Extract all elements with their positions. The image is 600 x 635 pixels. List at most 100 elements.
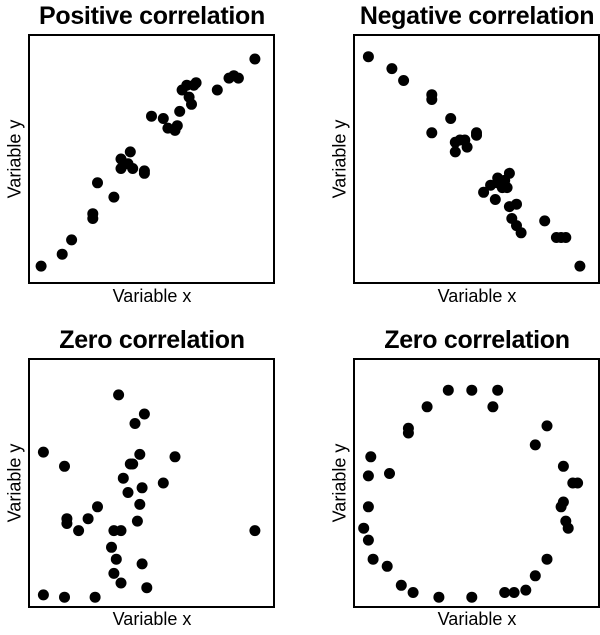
data-point xyxy=(487,401,499,413)
data-point xyxy=(56,248,68,260)
data-point xyxy=(89,591,101,603)
data-point xyxy=(122,487,134,498)
x-axis-label: Variable x xyxy=(437,286,517,306)
data-point xyxy=(520,584,532,596)
data-point xyxy=(466,591,478,603)
data-point xyxy=(499,587,511,598)
data-point xyxy=(471,127,482,139)
scatter-plot xyxy=(37,389,261,603)
data-point xyxy=(386,63,398,75)
data-point xyxy=(127,458,139,470)
data-point xyxy=(557,496,569,508)
data-point xyxy=(92,501,103,513)
data-point xyxy=(106,541,117,553)
data-point xyxy=(489,194,501,205)
data-point xyxy=(169,451,181,463)
data-point xyxy=(124,146,136,158)
data-point xyxy=(115,525,127,537)
data-point xyxy=(129,418,141,429)
data-point xyxy=(134,448,146,460)
data-point xyxy=(157,113,169,124)
data-point xyxy=(190,77,202,89)
data-point xyxy=(87,208,99,220)
data-point xyxy=(362,534,374,546)
data-point xyxy=(492,384,504,396)
data-point xyxy=(37,589,49,601)
data-point xyxy=(211,84,223,96)
x-axis-label: Variable x xyxy=(112,609,192,629)
plot-frame xyxy=(28,358,275,608)
data-point xyxy=(560,232,572,243)
data-point xyxy=(541,553,553,565)
data-point xyxy=(398,75,410,86)
x-axis-label: Variable x xyxy=(112,286,192,306)
data-point xyxy=(442,384,454,396)
chart-title: Negative correlation xyxy=(359,2,595,30)
data-point xyxy=(508,587,520,598)
data-point xyxy=(384,468,395,479)
data-point xyxy=(402,422,414,434)
data-point xyxy=(362,501,374,513)
y-axis-label: Variable y xyxy=(329,119,350,199)
data-point xyxy=(171,120,183,132)
data-point xyxy=(82,513,94,525)
data-point xyxy=(365,451,377,463)
data-point xyxy=(557,460,569,472)
data-point xyxy=(529,570,541,582)
data-point xyxy=(59,460,70,472)
data-point xyxy=(157,477,169,489)
scatter-plot xyxy=(358,384,584,603)
chart-title: Zero correlation xyxy=(59,326,245,354)
data-point xyxy=(138,408,150,420)
data-point xyxy=(131,515,143,527)
data-point xyxy=(574,260,586,272)
data-point xyxy=(562,522,574,534)
data-point xyxy=(115,577,127,589)
data-point xyxy=(572,477,584,489)
data-point xyxy=(466,384,478,396)
data-point xyxy=(110,553,122,565)
data-point xyxy=(61,518,73,529)
data-point xyxy=(108,191,120,203)
data-point xyxy=(37,446,49,458)
data-point xyxy=(186,98,197,110)
data-point xyxy=(529,439,541,451)
data-point xyxy=(108,567,120,579)
data-point xyxy=(407,587,419,598)
x-axis-label: Variable x xyxy=(437,609,517,629)
data-point xyxy=(134,498,146,510)
data-point xyxy=(426,94,438,105)
data-point xyxy=(381,560,393,572)
data-point xyxy=(445,113,457,124)
data-point xyxy=(421,401,433,413)
data-point xyxy=(59,591,70,603)
y-axis-label: Variable y xyxy=(4,119,25,199)
data-point xyxy=(113,389,125,401)
data-point xyxy=(146,110,157,122)
data-point xyxy=(478,186,490,198)
data-point xyxy=(174,105,186,117)
data-point xyxy=(503,167,515,179)
data-point xyxy=(539,215,551,227)
data-point xyxy=(35,260,47,272)
data-point xyxy=(362,51,374,63)
data-point xyxy=(232,72,244,84)
data-point xyxy=(362,470,374,482)
scatter-plot xyxy=(362,51,586,272)
data-point xyxy=(511,198,522,210)
data-point xyxy=(395,579,407,591)
data-point xyxy=(515,227,527,239)
data-point xyxy=(127,163,139,174)
data-point xyxy=(136,482,148,494)
data-point xyxy=(426,127,438,139)
data-point xyxy=(249,525,261,537)
data-point xyxy=(92,177,103,189)
data-point xyxy=(358,522,370,534)
data-point xyxy=(449,146,461,158)
plot-frame xyxy=(353,358,600,608)
data-point xyxy=(433,591,445,603)
data-point xyxy=(461,141,473,153)
chart-title: Positive correlation xyxy=(38,2,266,30)
data-point xyxy=(117,472,129,484)
data-point xyxy=(136,558,148,570)
